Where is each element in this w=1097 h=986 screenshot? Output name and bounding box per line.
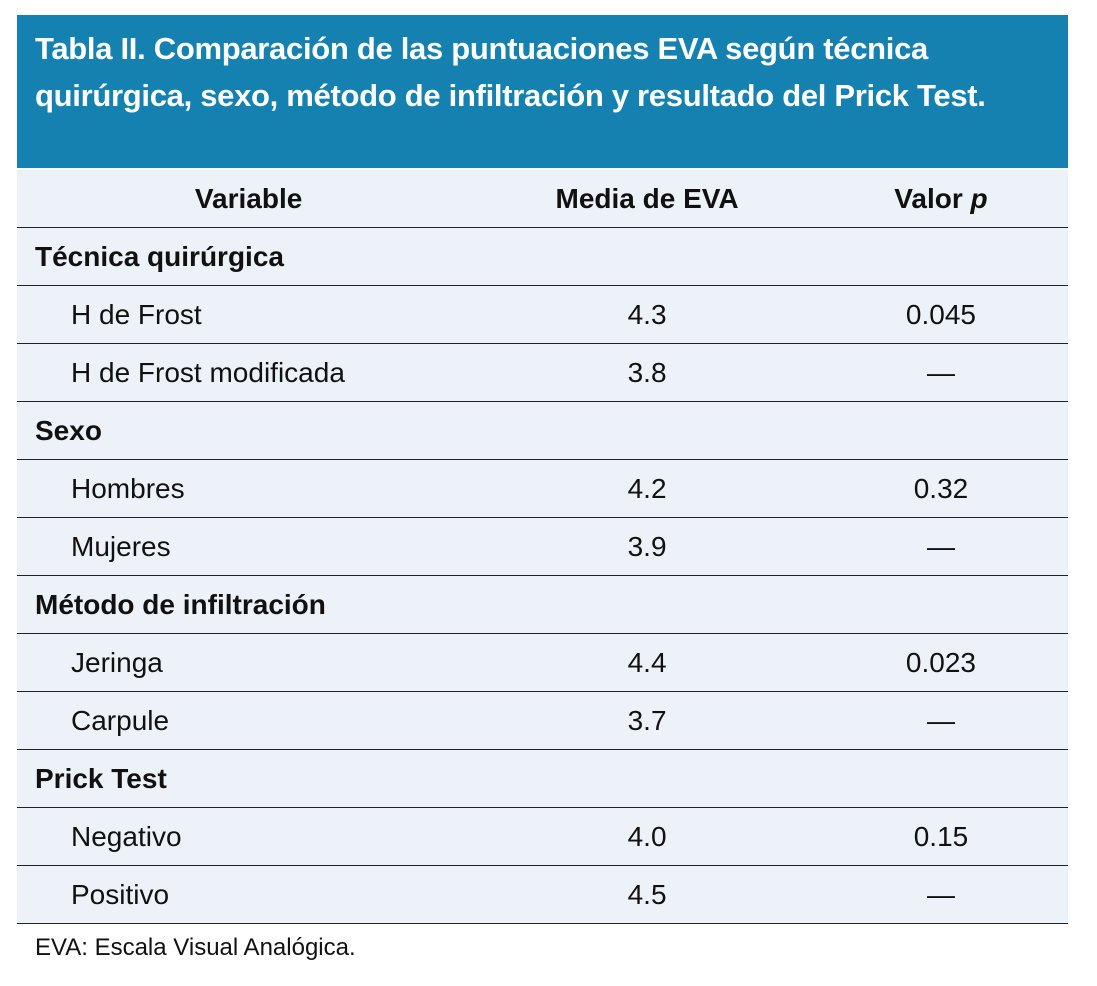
row-media: 4.3 [480,285,814,344]
table-row: H de Frost 4.3 0.045 [17,285,1068,344]
row-media: 4.2 [480,459,814,518]
row-variable: Positivo [17,865,481,924]
row-media: 3.7 [480,691,814,750]
group-label: Método de infiltración [17,575,1068,634]
row-variable: Jeringa [17,633,481,692]
header-valor-p: Valor p [813,170,1068,228]
row-p-value: — [813,691,1068,750]
row-variable: Mujeres [17,517,481,576]
results-table: Variable Media de EVA Valor p Técnica qu… [17,170,1068,924]
group-label: Prick Test [17,749,1068,808]
group-label: Técnica quirúrgica [17,227,1068,286]
footnote: EVA: Escala Visual Analógica. [35,934,356,961]
group-row: Técnica quirúrgica [17,227,1068,286]
group-row: Sexo [17,401,1068,460]
group-row: Método de infiltración [17,575,1068,634]
row-media: 3.8 [480,343,814,402]
header-p-italic: p [970,182,988,214]
row-variable: H de Frost modificada [17,343,481,402]
table-row: Mujeres 3.9 — [17,517,1068,576]
row-media: 4.0 [480,807,814,866]
row-variable: Hombres [17,459,481,518]
row-p-value: 0.32 [813,459,1068,518]
row-media: 4.5 [480,865,814,924]
row-p-value: 0.045 [813,285,1068,344]
table-title: Tabla II. Comparación de las puntuacione… [17,15,1068,168]
table-container: Tabla II. Comparación de las puntuacione… [17,15,1068,924]
row-p-value: — [813,517,1068,576]
group-row: Prick Test [17,749,1068,808]
row-p-value: — [813,343,1068,402]
row-variable: Negativo [17,807,481,866]
row-media: 4.4 [480,633,814,692]
header-media: Media de EVA [480,170,814,228]
row-p-value: 0.15 [813,807,1068,866]
table-row: Negativo 4.0 0.15 [17,807,1068,866]
header-valor-label: Valor [894,182,971,214]
table-row: Hombres 4.2 0.32 [17,459,1068,518]
row-variable: Carpule [17,691,481,750]
row-media: 3.9 [480,517,814,576]
header-variable: Variable [17,170,481,228]
table-row: Carpule 3.7 — [17,691,1068,750]
row-p-value: — [813,865,1068,924]
table-row: Positivo 4.5 — [17,865,1068,924]
row-p-value: 0.023 [813,633,1068,692]
row-variable: H de Frost [17,285,481,344]
table-row: Jeringa 4.4 0.023 [17,633,1068,692]
group-label: Sexo [17,401,1068,460]
table-row: H de Frost modificada 3.8 — [17,343,1068,402]
header-row: Variable Media de EVA Valor p [17,170,1068,228]
